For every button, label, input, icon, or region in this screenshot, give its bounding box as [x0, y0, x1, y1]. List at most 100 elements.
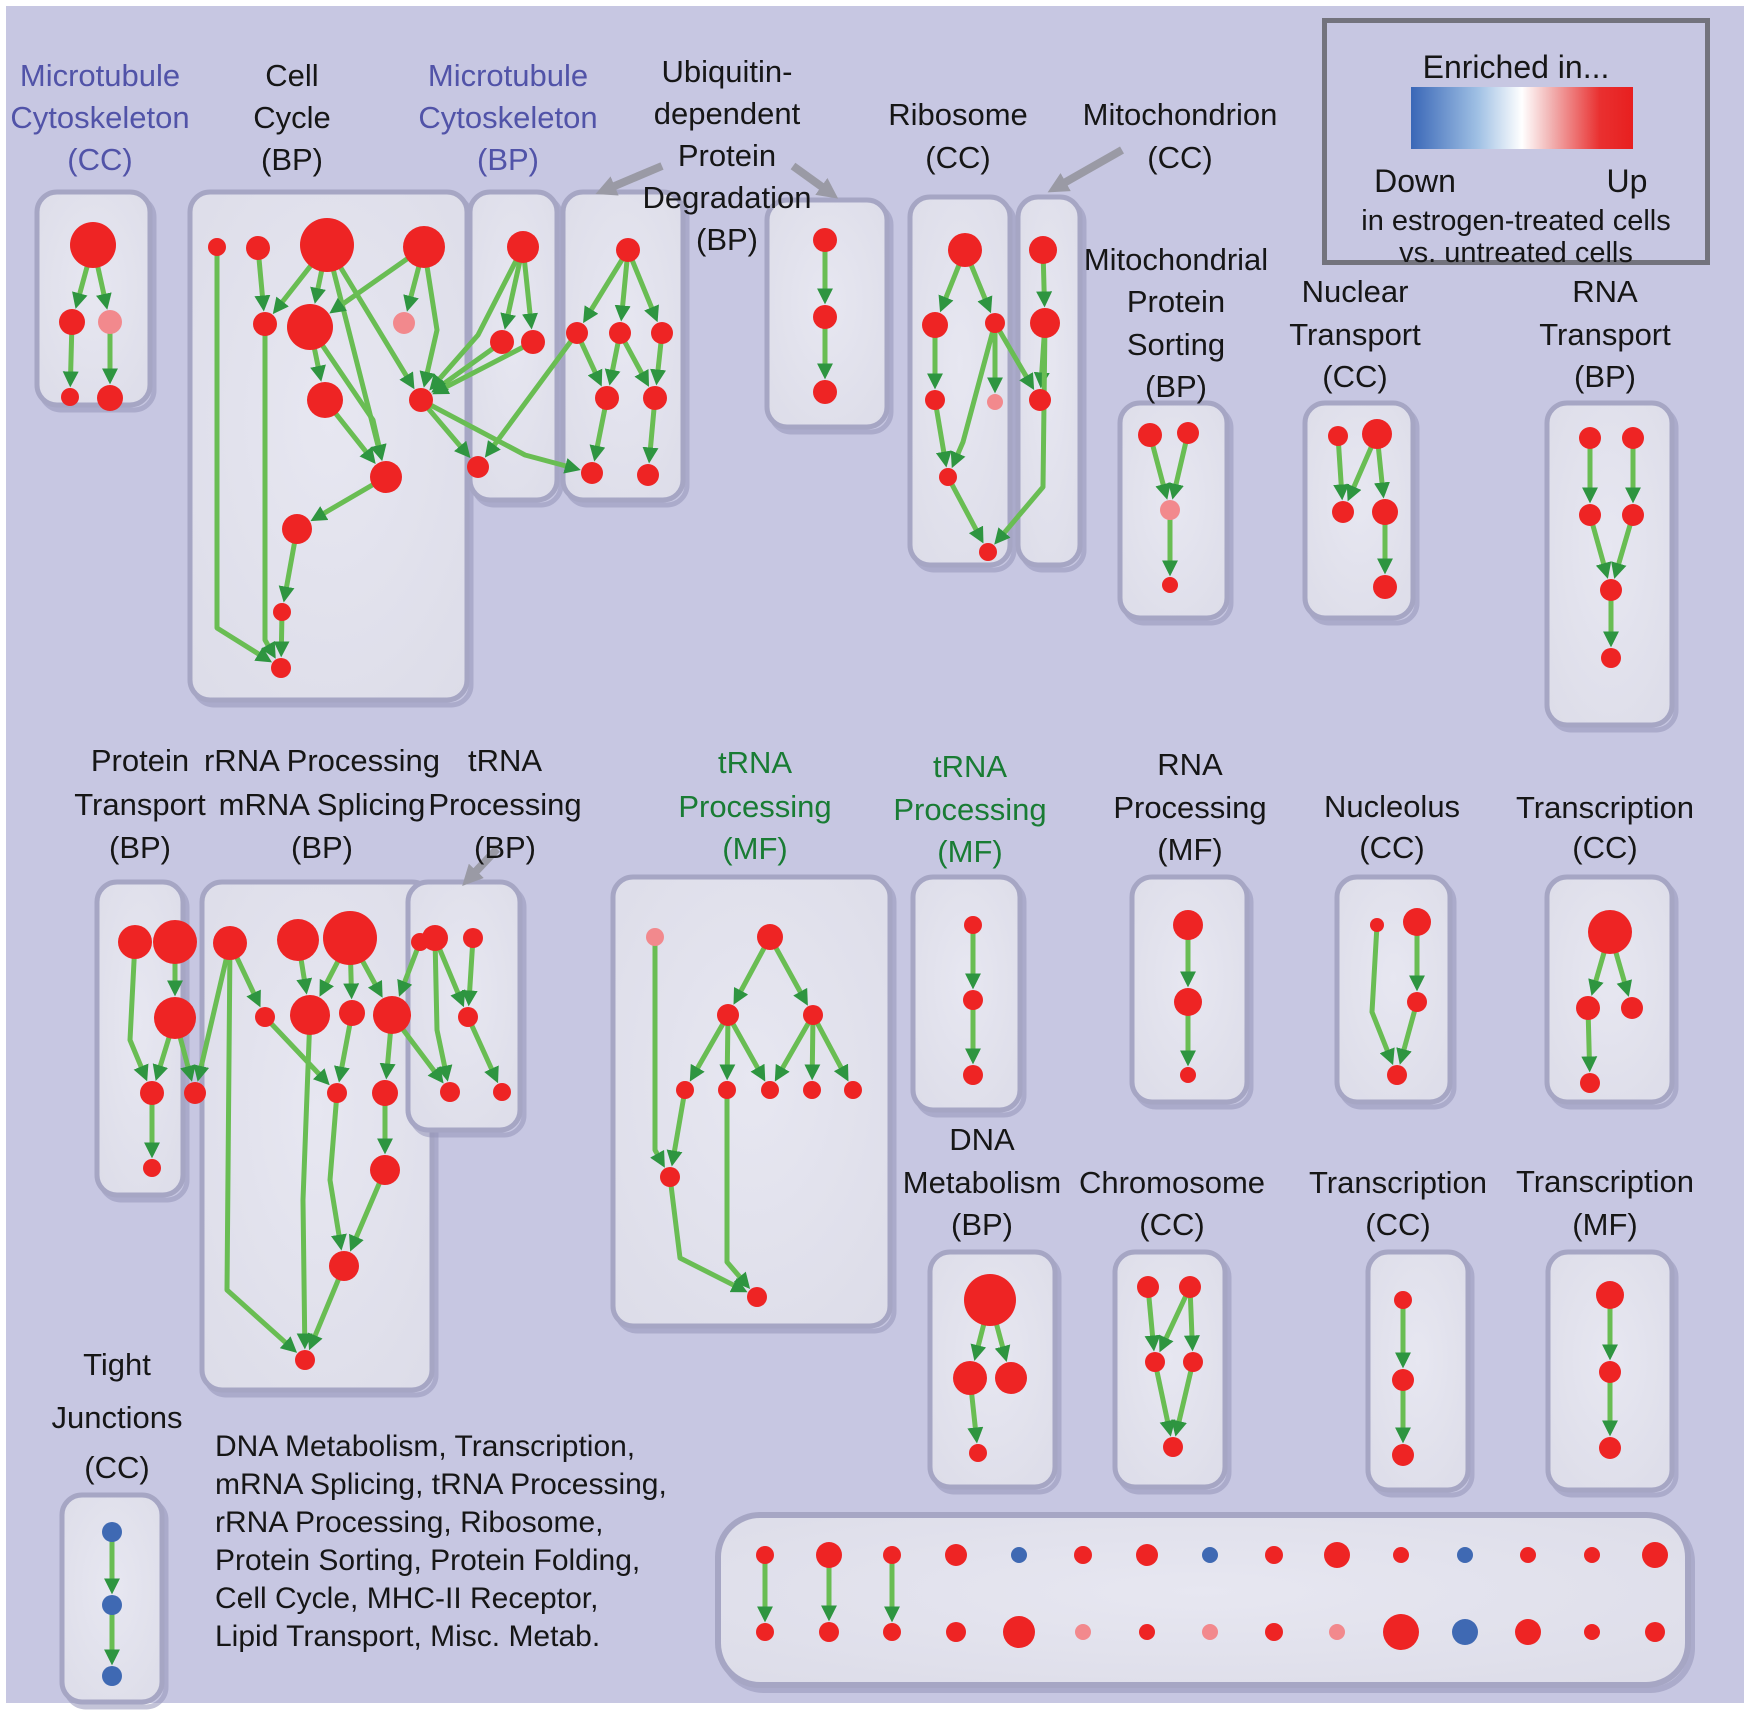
node-cell_cycle-n2 [246, 236, 270, 260]
node-ribosome-rb2 [979, 543, 997, 561]
label-trna_mf1-line3: (MF) [722, 831, 787, 866]
label-trna_mf2-line2: Processing [893, 792, 1046, 827]
node-rna_t-re [1600, 579, 1622, 601]
summary-line: Lipid Transport, Misc. Metab. [215, 1620, 601, 1653]
edge-rrna-q9-q12 [327, 1090, 347, 1251]
chromosome-box [1112, 1249, 1228, 1490]
cross-edge-mt_bp.m1-cell_cycle.n8 [431, 339, 505, 393]
node-rna_t-rb [1622, 427, 1644, 449]
label-ubq-line4: Degradation [643, 180, 812, 215]
node-chromosome-c5 [1163, 1437, 1183, 1457]
summary-line: mRNA Splicing, tRNA Processing, [215, 1468, 667, 1501]
node-rrna-q10 [372, 1080, 398, 1106]
node-ribosome-rb1 [939, 468, 957, 486]
node-rna_t-rf [1601, 648, 1621, 668]
node-chromosome-c3 [1145, 1352, 1165, 1372]
node-ubq-t [616, 238, 640, 262]
mitochondrion-pointer-icon [1047, 146, 1124, 193]
legend-subtitle-line2: vs. untreated cells [1399, 237, 1633, 269]
edge-rrna-q6-q13 [296, 1012, 313, 1350]
label-mt_bp-line3: (BP) [477, 142, 539, 177]
node-rrna-q2 [277, 919, 319, 961]
legend-title: Enriched in... [1422, 49, 1610, 85]
summary-line: DNA Metabolism, Transcription, [215, 1430, 636, 1463]
label-trna_bp-line1: tRNA [468, 743, 542, 778]
node-ubq2-k2 [813, 305, 837, 329]
node-rrna-q1 [213, 926, 247, 960]
label-rrna-line3: (BP) [291, 830, 353, 865]
node-ribosome-rll [925, 390, 945, 410]
node-mt_bp-m1 [490, 330, 514, 354]
cross-edge-ubq.a-mt_bp.b [484, 330, 580, 458]
node-cell_cycle-n9 [307, 382, 343, 418]
label-nuclear_t-line3: (CC) [1322, 359, 1387, 394]
label-transcription_mf-line2: (MF) [1572, 1207, 1637, 1242]
misc-node-top-5 [1011, 1547, 1027, 1563]
node-trna_bp-tb4 [440, 1082, 460, 1102]
label-transcription_cc2-line2: (CC) [1365, 1207, 1430, 1242]
label-trna_mf2-line3: (MF) [937, 834, 1002, 869]
label-rrna-line1: rRNA Processing [204, 743, 440, 778]
node-protein_t-p2 [153, 920, 197, 964]
label-rrna-line2: mRNA Splicing [219, 787, 426, 822]
node-ubq-g [581, 462, 603, 484]
node-mt_cc-e [97, 385, 123, 411]
misc-node-top-13 [1520, 1547, 1536, 1563]
edge-cell_cycle-n4-n8 [419, 244, 440, 388]
label-chromosome-line1: Chromosome [1079, 1165, 1265, 1200]
label-trna_bp-line2: Processing [428, 787, 581, 822]
cross-edge-cell_cycle.n8-ubq.g [418, 397, 581, 474]
node-trna_mf1-u6 [761, 1081, 779, 1099]
label-mt_bp-line1: Microtubule [428, 58, 588, 93]
label-mito_sort-line3: Sorting [1127, 327, 1225, 362]
node-dna_met-z2 [953, 1361, 987, 1395]
label-ribosome-line1: Ribosome [888, 97, 1028, 132]
node-ribosome-rmr [985, 313, 1005, 333]
node-ubq-c [651, 322, 673, 344]
node-trna_mf1-u4 [676, 1081, 694, 1099]
misc-node-top-8 [1202, 1547, 1218, 1563]
label-mt_cc-line3: (CC) [67, 142, 132, 177]
node-transcription_cc2-d3 [1392, 1444, 1414, 1466]
label-dna_met-line1: DNA [949, 1122, 1015, 1157]
label-cell_cycle-line3: (BP) [261, 142, 323, 177]
label-trna_mf2-line1: tRNA [933, 749, 1007, 784]
node-rrna-q7 [339, 1000, 365, 1026]
node-mt_cc-a [70, 222, 116, 268]
node-rrna-q8 [373, 996, 411, 1034]
label-protein_t-line3: (BP) [109, 830, 171, 865]
mt_cc-box [34, 189, 153, 408]
node-nucleolus-x1 [1370, 918, 1384, 932]
ribosome-box [907, 194, 1013, 568]
node-cell_cycle-n8 [409, 388, 433, 412]
edge-trna_mf1-u3-u8 [810, 1012, 849, 1082]
edge-trna_mf1-u5-u10 [724, 1087, 751, 1289]
label-transcription_cc1-line2: (CC) [1572, 830, 1637, 865]
legend-gradient-bar [1411, 87, 1633, 149]
node-trna_mf1-um [646, 928, 664, 946]
label-cell_cycle-line1: Cell [265, 58, 318, 93]
edge-nucleolus-x1-x4 [1369, 922, 1395, 1066]
legend-up-label: Up [1606, 163, 1648, 199]
node-trna_bp-tb1 [422, 925, 448, 951]
node-ubq-h [637, 464, 659, 486]
label-mt_bp-line2: Cytoskeleton [418, 100, 597, 135]
node-cell_cycle-n7 [393, 312, 415, 334]
node-rrna-q3 [323, 911, 377, 965]
misc-node-top-12 [1457, 1547, 1473, 1563]
node-trna_mf2-v1 [964, 916, 982, 934]
node-protein_t-p6 [143, 1159, 161, 1177]
node-trna_mf1-u8 [844, 1081, 862, 1099]
node-chromosome-c2 [1179, 1276, 1201, 1298]
label-nuclear_t-line2: Transport [1289, 317, 1421, 352]
label-trna_mf1-line2: Processing [678, 789, 831, 824]
node-nucleolus-x4 [1387, 1065, 1407, 1085]
misc-node-top-1 [756, 1546, 774, 1564]
dna_met-box [927, 1249, 1058, 1490]
edge-cell_cycle-n5-n13 [260, 321, 276, 659]
node-trna_mf1-u9 [660, 1167, 680, 1187]
label-tight_j-line1: Tight [83, 1347, 151, 1382]
label-protein_t-line1: Protein [91, 743, 189, 778]
misc-node-bottom-3 [883, 1623, 901, 1641]
summary-line: Protein Sorting, Protein Folding, [215, 1544, 641, 1577]
